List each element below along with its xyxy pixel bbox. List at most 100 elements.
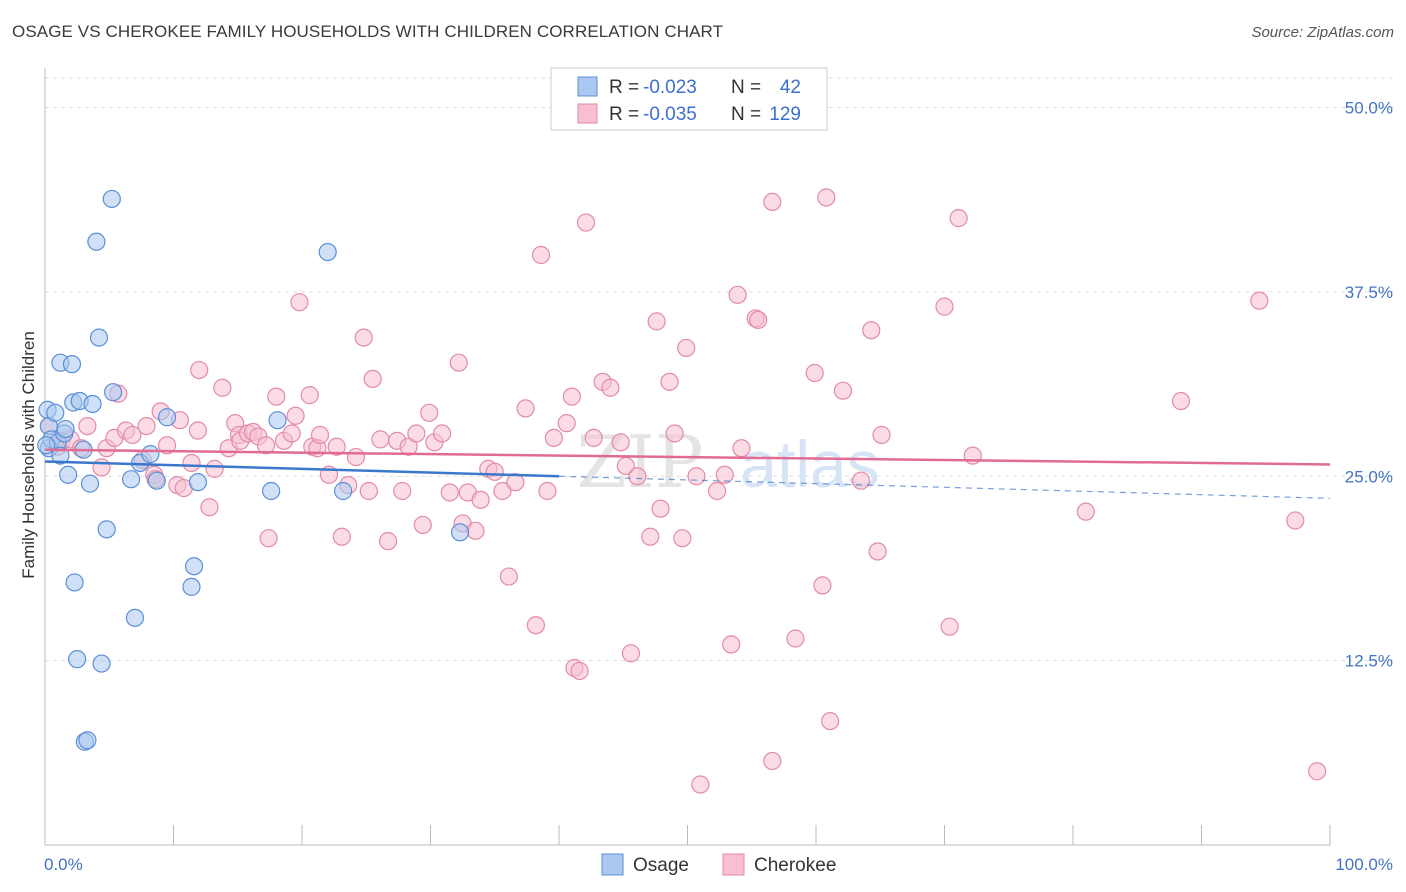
bottom-legend-label-osage: Osage	[633, 855, 689, 876]
osage-point-22	[87, 232, 106, 251]
cherokee-point-71	[493, 481, 512, 501]
cherokee-point-78	[544, 428, 563, 447]
cherokee-point-104	[732, 439, 751, 458]
osage-point-9	[56, 419, 75, 439]
cherokee-point-74	[516, 399, 535, 418]
osage-point-6	[51, 446, 70, 465]
x-tick-labels: 0.0% 100.0%	[44, 855, 1393, 874]
cherokee-point-76	[531, 245, 551, 265]
cherokee-point-114	[833, 381, 853, 400]
cherokee-point-125	[1250, 291, 1269, 310]
cherokee-point-22	[188, 421, 208, 440]
cherokee-point-62	[432, 424, 452, 443]
legend-r-label-cherokee: R =	[609, 104, 639, 125]
cherokee-point-110	[805, 363, 824, 383]
cherokee-point-108	[763, 751, 782, 771]
cherokee-point-119	[935, 297, 954, 316]
cherokee-point-113	[821, 711, 840, 731]
osage-point-4	[46, 403, 65, 422]
cherokee-point-35	[259, 529, 278, 548]
cherokee-point-17	[157, 436, 177, 455]
cherokee-point-106	[749, 310, 768, 329]
cherokee-trendline	[44, 448, 1331, 466]
cherokee-point-121	[949, 209, 968, 228]
osage-point-18	[78, 731, 97, 750]
legend-swatch-cherokee	[577, 103, 598, 124]
cherokee-point-80	[562, 387, 581, 406]
chart-title: OSAGE VS CHEROKEE FAMILY HOUSEHOLDS WITH…	[12, 22, 724, 41]
cherokee-point-56	[393, 481, 412, 501]
legend-r-value-cherokee: -0.035	[643, 104, 697, 125]
legend-n-label-cherokee: N =	[731, 104, 761, 125]
series-legend: Osage Cherokee	[601, 853, 836, 876]
cherokee-point-53	[371, 430, 390, 449]
cherokee-point-112	[817, 188, 836, 207]
cherokee-point-92	[647, 312, 666, 331]
bottom-legend-label-cherokee: Cherokee	[754, 855, 836, 876]
cherokee-point-83	[576, 213, 596, 232]
legend-n-value-cherokee: 129	[769, 104, 801, 125]
x-tick-label-1: 100.0%	[1335, 855, 1393, 874]
cherokee-point-87	[611, 433, 630, 452]
bottom-legend-swatch-osage	[601, 853, 624, 876]
cherokee-point-23	[190, 360, 209, 380]
cherokee-point-95	[665, 424, 684, 443]
cherokee-point-100	[707, 481, 727, 501]
cherokee-point-101	[715, 465, 734, 484]
cherokee-point-77	[538, 481, 557, 501]
y-tick-label-3: 50.0%	[1345, 99, 1393, 118]
cherokee-point-126	[1286, 511, 1305, 530]
cherokee-point-79	[557, 414, 576, 433]
osage-point-35	[188, 473, 208, 492]
cherokee-point-118	[872, 425, 891, 445]
cherokee-point-75	[526, 616, 545, 635]
osage-point-39	[334, 481, 353, 501]
cherokee-point-13	[137, 417, 156, 436]
cherokee-point-72	[499, 567, 518, 586]
cherokee-point-44	[310, 425, 330, 445]
cherokee-point-111	[813, 576, 832, 595]
cherokee-point-60	[420, 403, 439, 422]
cherokee-point-91	[641, 527, 660, 546]
osage-point-23	[92, 654, 111, 673]
cherokee-point-34	[256, 436, 276, 455]
gridlines	[45, 77, 1393, 662]
cherokee-point-124	[1171, 391, 1191, 411]
osage-point-30	[141, 445, 160, 464]
cherokee-point-115	[851, 471, 871, 490]
trendlines	[44, 448, 1331, 499]
cherokee-point-96	[673, 529, 692, 548]
cherokee-point-90	[628, 467, 647, 486]
osage-point-13	[65, 573, 84, 592]
source-attribution: Source: ZipAtlas.com	[1251, 24, 1394, 41]
cherokee-point-99	[691, 775, 710, 794]
y-tick-label-0: 12.5%	[1345, 652, 1393, 671]
cherokee-point-117	[868, 542, 887, 561]
osage-point-38	[318, 242, 337, 262]
osage-point-40	[450, 523, 470, 542]
cherokee-point-54	[378, 532, 398, 551]
x-tick-label-0: 0.0%	[44, 855, 83, 874]
y-tick-label-2: 37.5%	[1345, 283, 1393, 302]
cherokee-point-11	[123, 425, 142, 445]
cherokee-point-26	[213, 378, 232, 397]
osage-point-11	[62, 355, 82, 374]
cherokee-point-116	[862, 321, 881, 340]
osage-point-20	[83, 394, 102, 414]
legend-n-value-osage: 42	[780, 77, 801, 98]
cherokee-point-94	[660, 372, 679, 391]
osage-point-27	[121, 470, 141, 489]
cherokee-point-82	[570, 661, 589, 681]
cherokee-point-98	[687, 467, 706, 486]
cherokee-point-120	[940, 617, 959, 636]
cherokee-point-73	[506, 473, 525, 492]
cherokee-point-51	[359, 481, 378, 501]
cherokee-point-39	[286, 406, 305, 425]
osage-point-26	[104, 383, 123, 402]
cherokee-point-93	[651, 499, 670, 518]
cherokee-point-58	[407, 424, 426, 443]
cherokee-point-25	[205, 459, 224, 478]
cherokee-point-21	[182, 453, 201, 473]
cherokee-point-107	[763, 192, 782, 211]
